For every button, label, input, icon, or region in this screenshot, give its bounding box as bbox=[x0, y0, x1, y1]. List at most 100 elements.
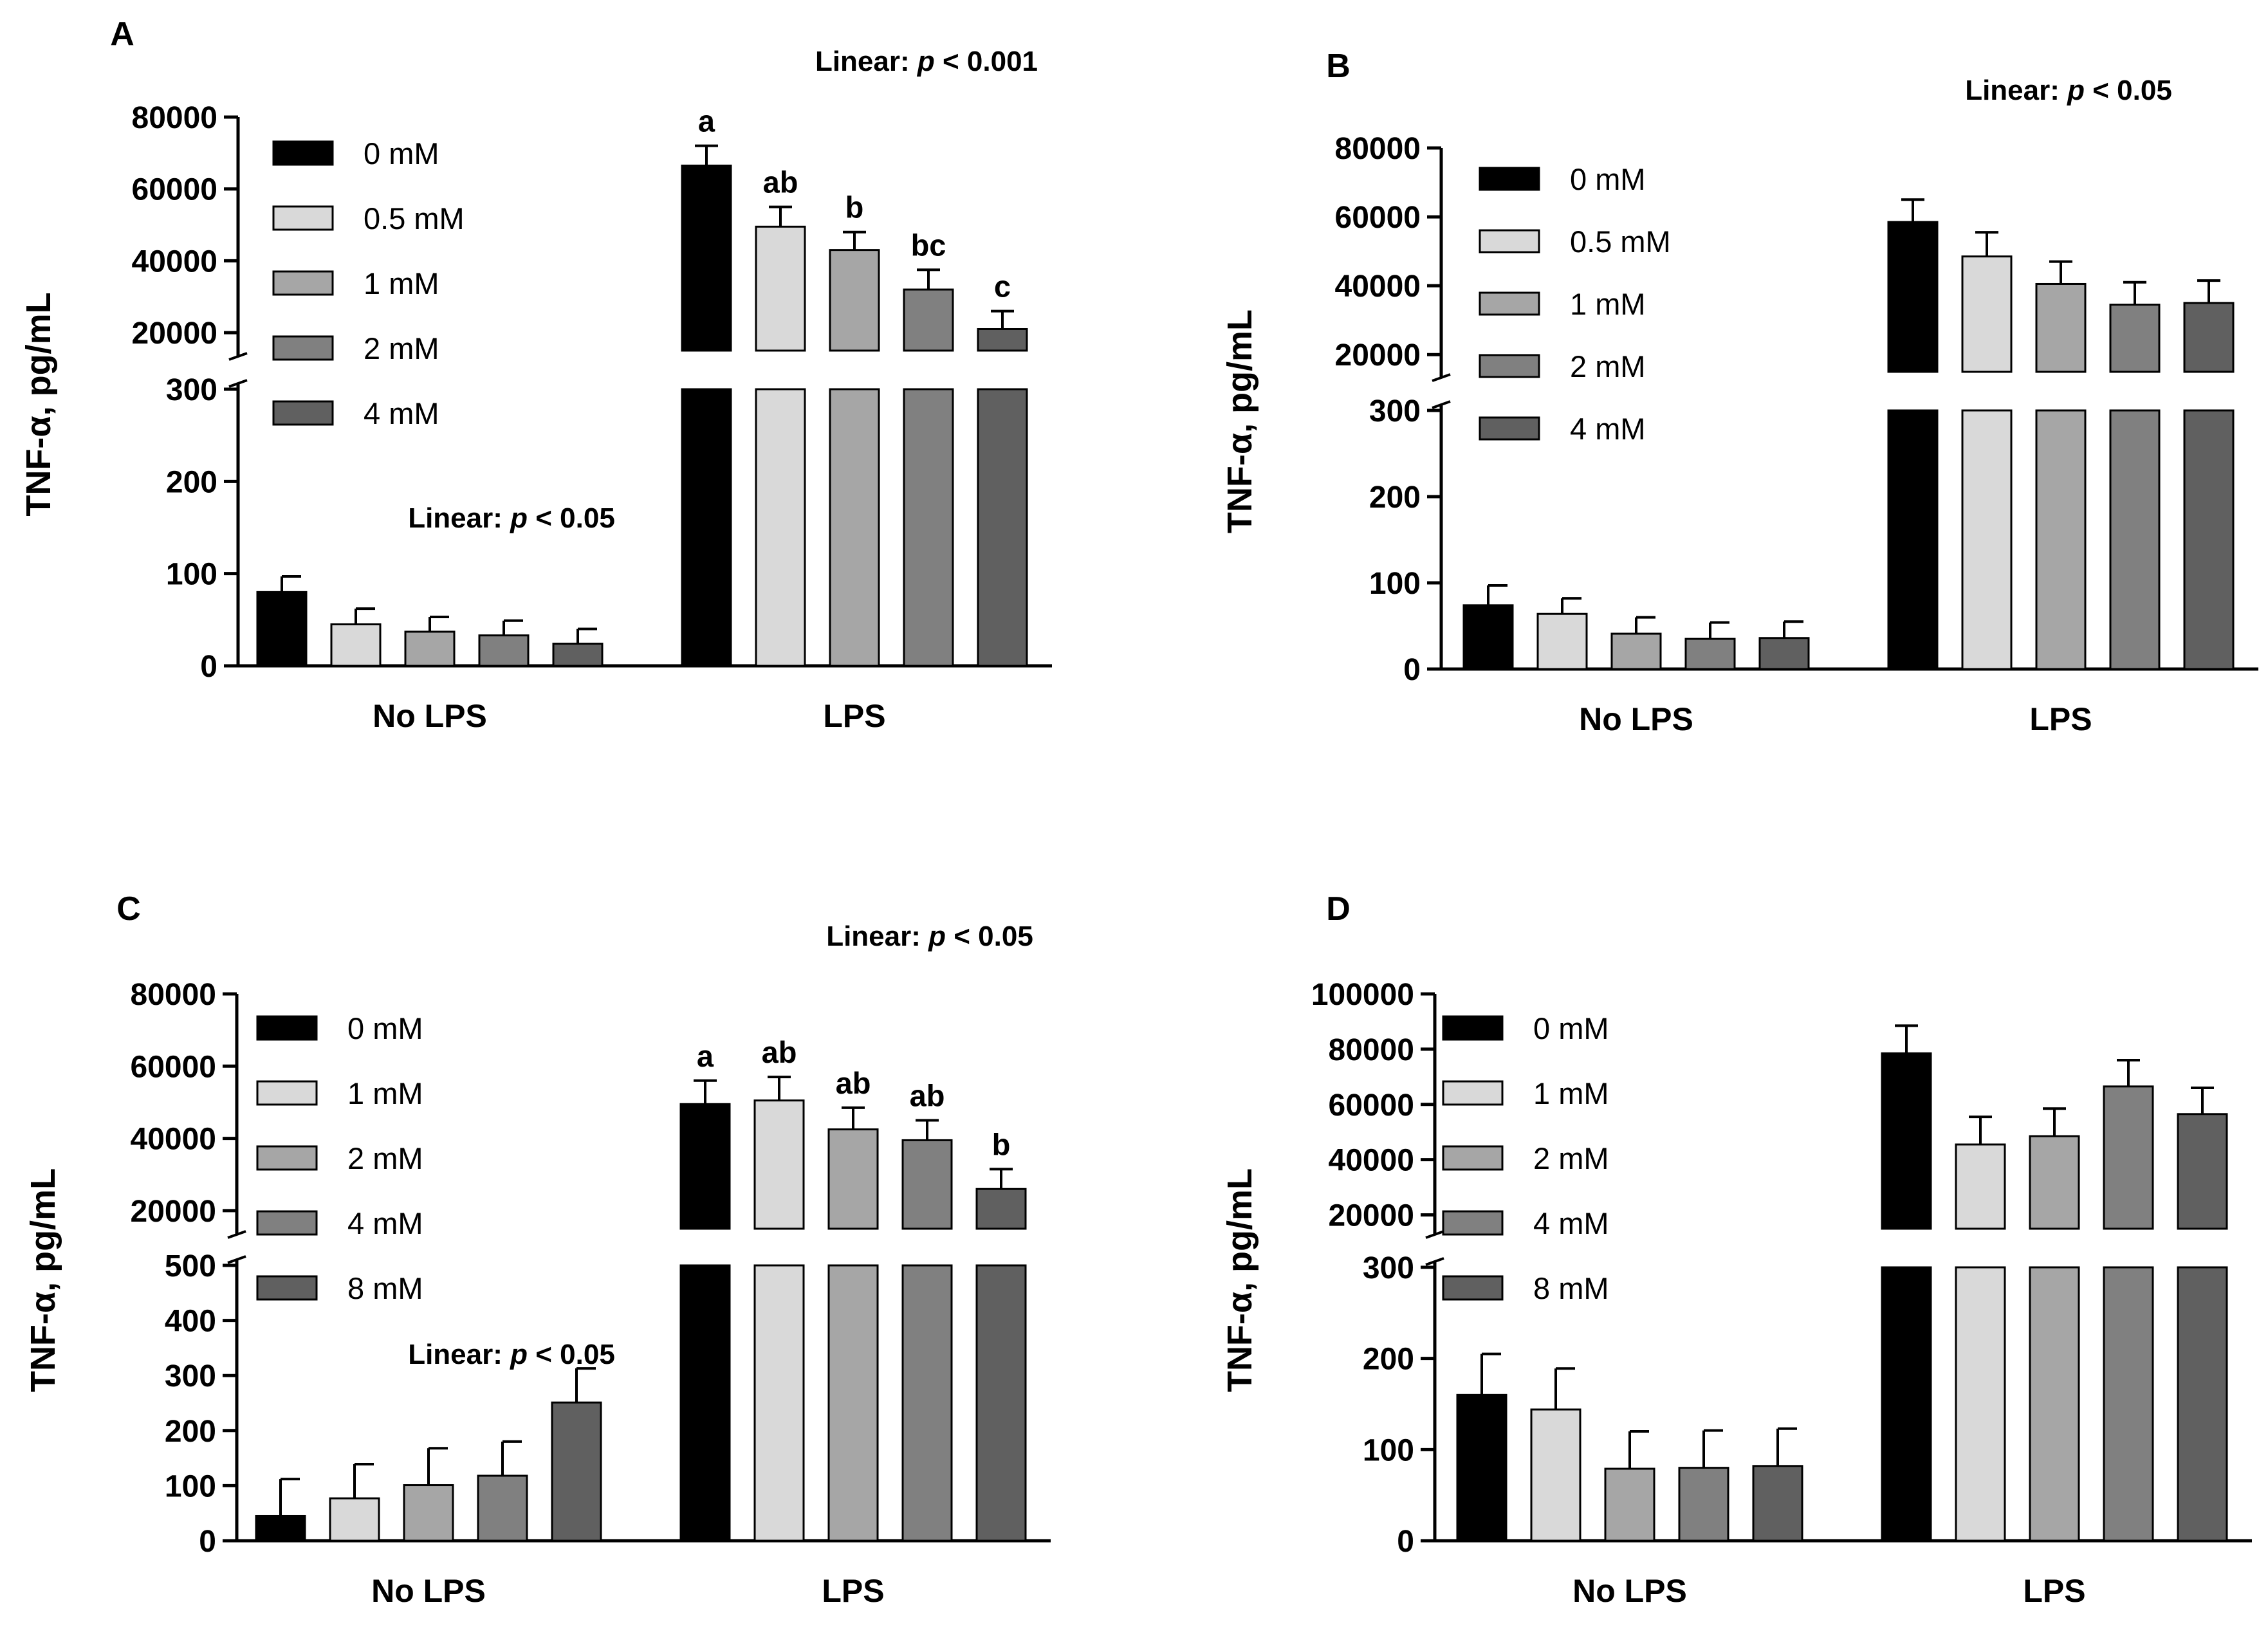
legend-label: 0 mM bbox=[364, 136, 439, 170]
legend-swatch bbox=[272, 270, 334, 296]
bar bbox=[403, 1484, 454, 1542]
axis-break-mark bbox=[1432, 373, 1451, 382]
annotation-suffix: < 0.001 bbox=[935, 46, 1038, 77]
bar bbox=[2183, 302, 2235, 373]
group-label: LPS bbox=[2023, 1573, 2085, 1609]
y-tick-label: 400 bbox=[165, 1305, 216, 1339]
annotation-suffix: < 0.05 bbox=[528, 502, 615, 534]
bar bbox=[1961, 255, 2013, 373]
legend-swatch bbox=[256, 1210, 318, 1236]
panel-letter: C bbox=[116, 890, 141, 928]
significance-letter: ab bbox=[762, 1035, 797, 1069]
panel-b: B TNF-α, pg/mL 0 100 200 300 20000 40000 60000 80… bbox=[1221, 48, 2258, 737]
panel-a: A TNF-α, pg/mL 0 100 200 300 20000 40000 60000 80… bbox=[19, 15, 1052, 734]
y-tick-label: 80000 bbox=[131, 978, 216, 1012]
legend-swatch bbox=[1479, 291, 1540, 316]
bar bbox=[679, 1103, 731, 1230]
y-tick-label: 40000 bbox=[132, 244, 217, 279]
y-tick-label: 300 bbox=[1363, 1251, 1414, 1285]
legend-swatch bbox=[272, 140, 334, 166]
axis-break-mark bbox=[227, 1255, 246, 1264]
bar bbox=[1684, 638, 1736, 670]
y-axis-label: TNF-α, pg/mL bbox=[19, 292, 58, 516]
bar bbox=[975, 1188, 1027, 1230]
legend-swatch bbox=[1479, 229, 1540, 253]
legend-label: 0.5 mM bbox=[364, 201, 465, 235]
y-axis-label: TNF-α, pg/mL bbox=[1221, 1168, 1259, 1392]
legend-label: 1 mM bbox=[347, 1076, 423, 1110]
bar-lower-segment bbox=[679, 1264, 731, 1542]
bar bbox=[256, 591, 308, 667]
annotation-p: p bbox=[510, 502, 528, 534]
axis-break-mark bbox=[1425, 1230, 1444, 1239]
panel-letter: A bbox=[110, 15, 134, 53]
y-tick-label: 500 bbox=[165, 1249, 216, 1283]
y-tick-label: 40000 bbox=[1335, 270, 1421, 304]
significance-letter: a bbox=[697, 1039, 714, 1073]
group-label: No LPS bbox=[373, 698, 487, 734]
bar bbox=[1678, 1467, 1729, 1542]
bar bbox=[551, 1401, 602, 1542]
legend-label: 2 mM bbox=[364, 331, 439, 365]
legend-label: 1 mM bbox=[1570, 287, 1646, 321]
y-tick-label: 0 bbox=[200, 650, 217, 684]
annotation-p: p bbox=[928, 921, 946, 952]
bar bbox=[255, 1514, 306, 1542]
bar bbox=[2029, 1135, 2080, 1230]
annotation-prefix: Linear: bbox=[815, 46, 917, 77]
bar bbox=[1604, 1467, 1655, 1542]
y-tick-label: 40000 bbox=[1329, 1144, 1414, 1178]
significance-letter: c bbox=[994, 270, 1011, 304]
group-label: No LPS bbox=[1579, 701, 1693, 737]
bar bbox=[829, 249, 880, 352]
group-label: No LPS bbox=[371, 1573, 486, 1609]
group-label: No LPS bbox=[1572, 1573, 1687, 1609]
bar bbox=[2103, 1085, 2154, 1230]
y-tick-label: 200 bbox=[1369, 481, 1421, 515]
bar-lower-segment bbox=[901, 1264, 953, 1542]
y-tick-label: 20000 bbox=[131, 1195, 216, 1229]
legend-label: 2 mM bbox=[1533, 1141, 1609, 1175]
legend-label: 0.5 mM bbox=[1570, 225, 1671, 259]
bar bbox=[2109, 304, 2161, 373]
legend-swatch bbox=[1442, 1145, 1504, 1171]
y-tick-label: 300 bbox=[166, 373, 217, 407]
bar-lower-segment bbox=[2109, 409, 2161, 670]
y-tick-label: 100000 bbox=[1311, 978, 1414, 1012]
bar bbox=[1456, 1393, 1507, 1542]
y-tick-label: 60000 bbox=[131, 1050, 216, 1084]
bar bbox=[477, 1474, 528, 1542]
legend-label: 0 mM bbox=[1533, 1011, 1609, 1045]
panel-letter: B bbox=[1326, 48, 1351, 85]
bar-lower-segment bbox=[2103, 1266, 2154, 1542]
y-tick-label: 200 bbox=[1363, 1343, 1414, 1377]
bar bbox=[1536, 612, 1588, 670]
y-tick-label: 80000 bbox=[1329, 1033, 1414, 1067]
y-tick-label: 100 bbox=[166, 558, 217, 592]
bar-lower-segment bbox=[753, 1264, 805, 1542]
y-tick-label: 0 bbox=[1397, 1525, 1414, 1559]
annotation-p: p bbox=[2067, 75, 2085, 106]
legend-swatch bbox=[272, 400, 334, 426]
annotation-p: p bbox=[917, 46, 935, 77]
legend-label: 4 mM bbox=[347, 1206, 423, 1240]
significance-letter: ab bbox=[910, 1079, 945, 1113]
legend-label: 8 mM bbox=[1533, 1271, 1609, 1305]
legend-label: 2 mM bbox=[347, 1141, 423, 1175]
annotation-suffix: < 0.05 bbox=[946, 921, 1033, 952]
y-tick-label: 200 bbox=[166, 465, 217, 499]
bar bbox=[901, 1139, 953, 1230]
y-tick-label: 80000 bbox=[1335, 132, 1421, 166]
bar bbox=[2035, 282, 2087, 373]
legend-label: 2 mM bbox=[1570, 349, 1646, 383]
legend-label: 0 mM bbox=[347, 1011, 423, 1045]
bar bbox=[681, 164, 732, 352]
y-axis-label: TNF-α, pg/mL bbox=[24, 1168, 62, 1392]
bar bbox=[755, 225, 806, 352]
legend-swatch bbox=[256, 1145, 318, 1171]
bar-lower-segment bbox=[1881, 1266, 1932, 1542]
y-tick-label: 20000 bbox=[1329, 1199, 1414, 1233]
annotation-p: p bbox=[510, 1339, 528, 1370]
annotation-prefix: Linear: bbox=[408, 1339, 510, 1370]
